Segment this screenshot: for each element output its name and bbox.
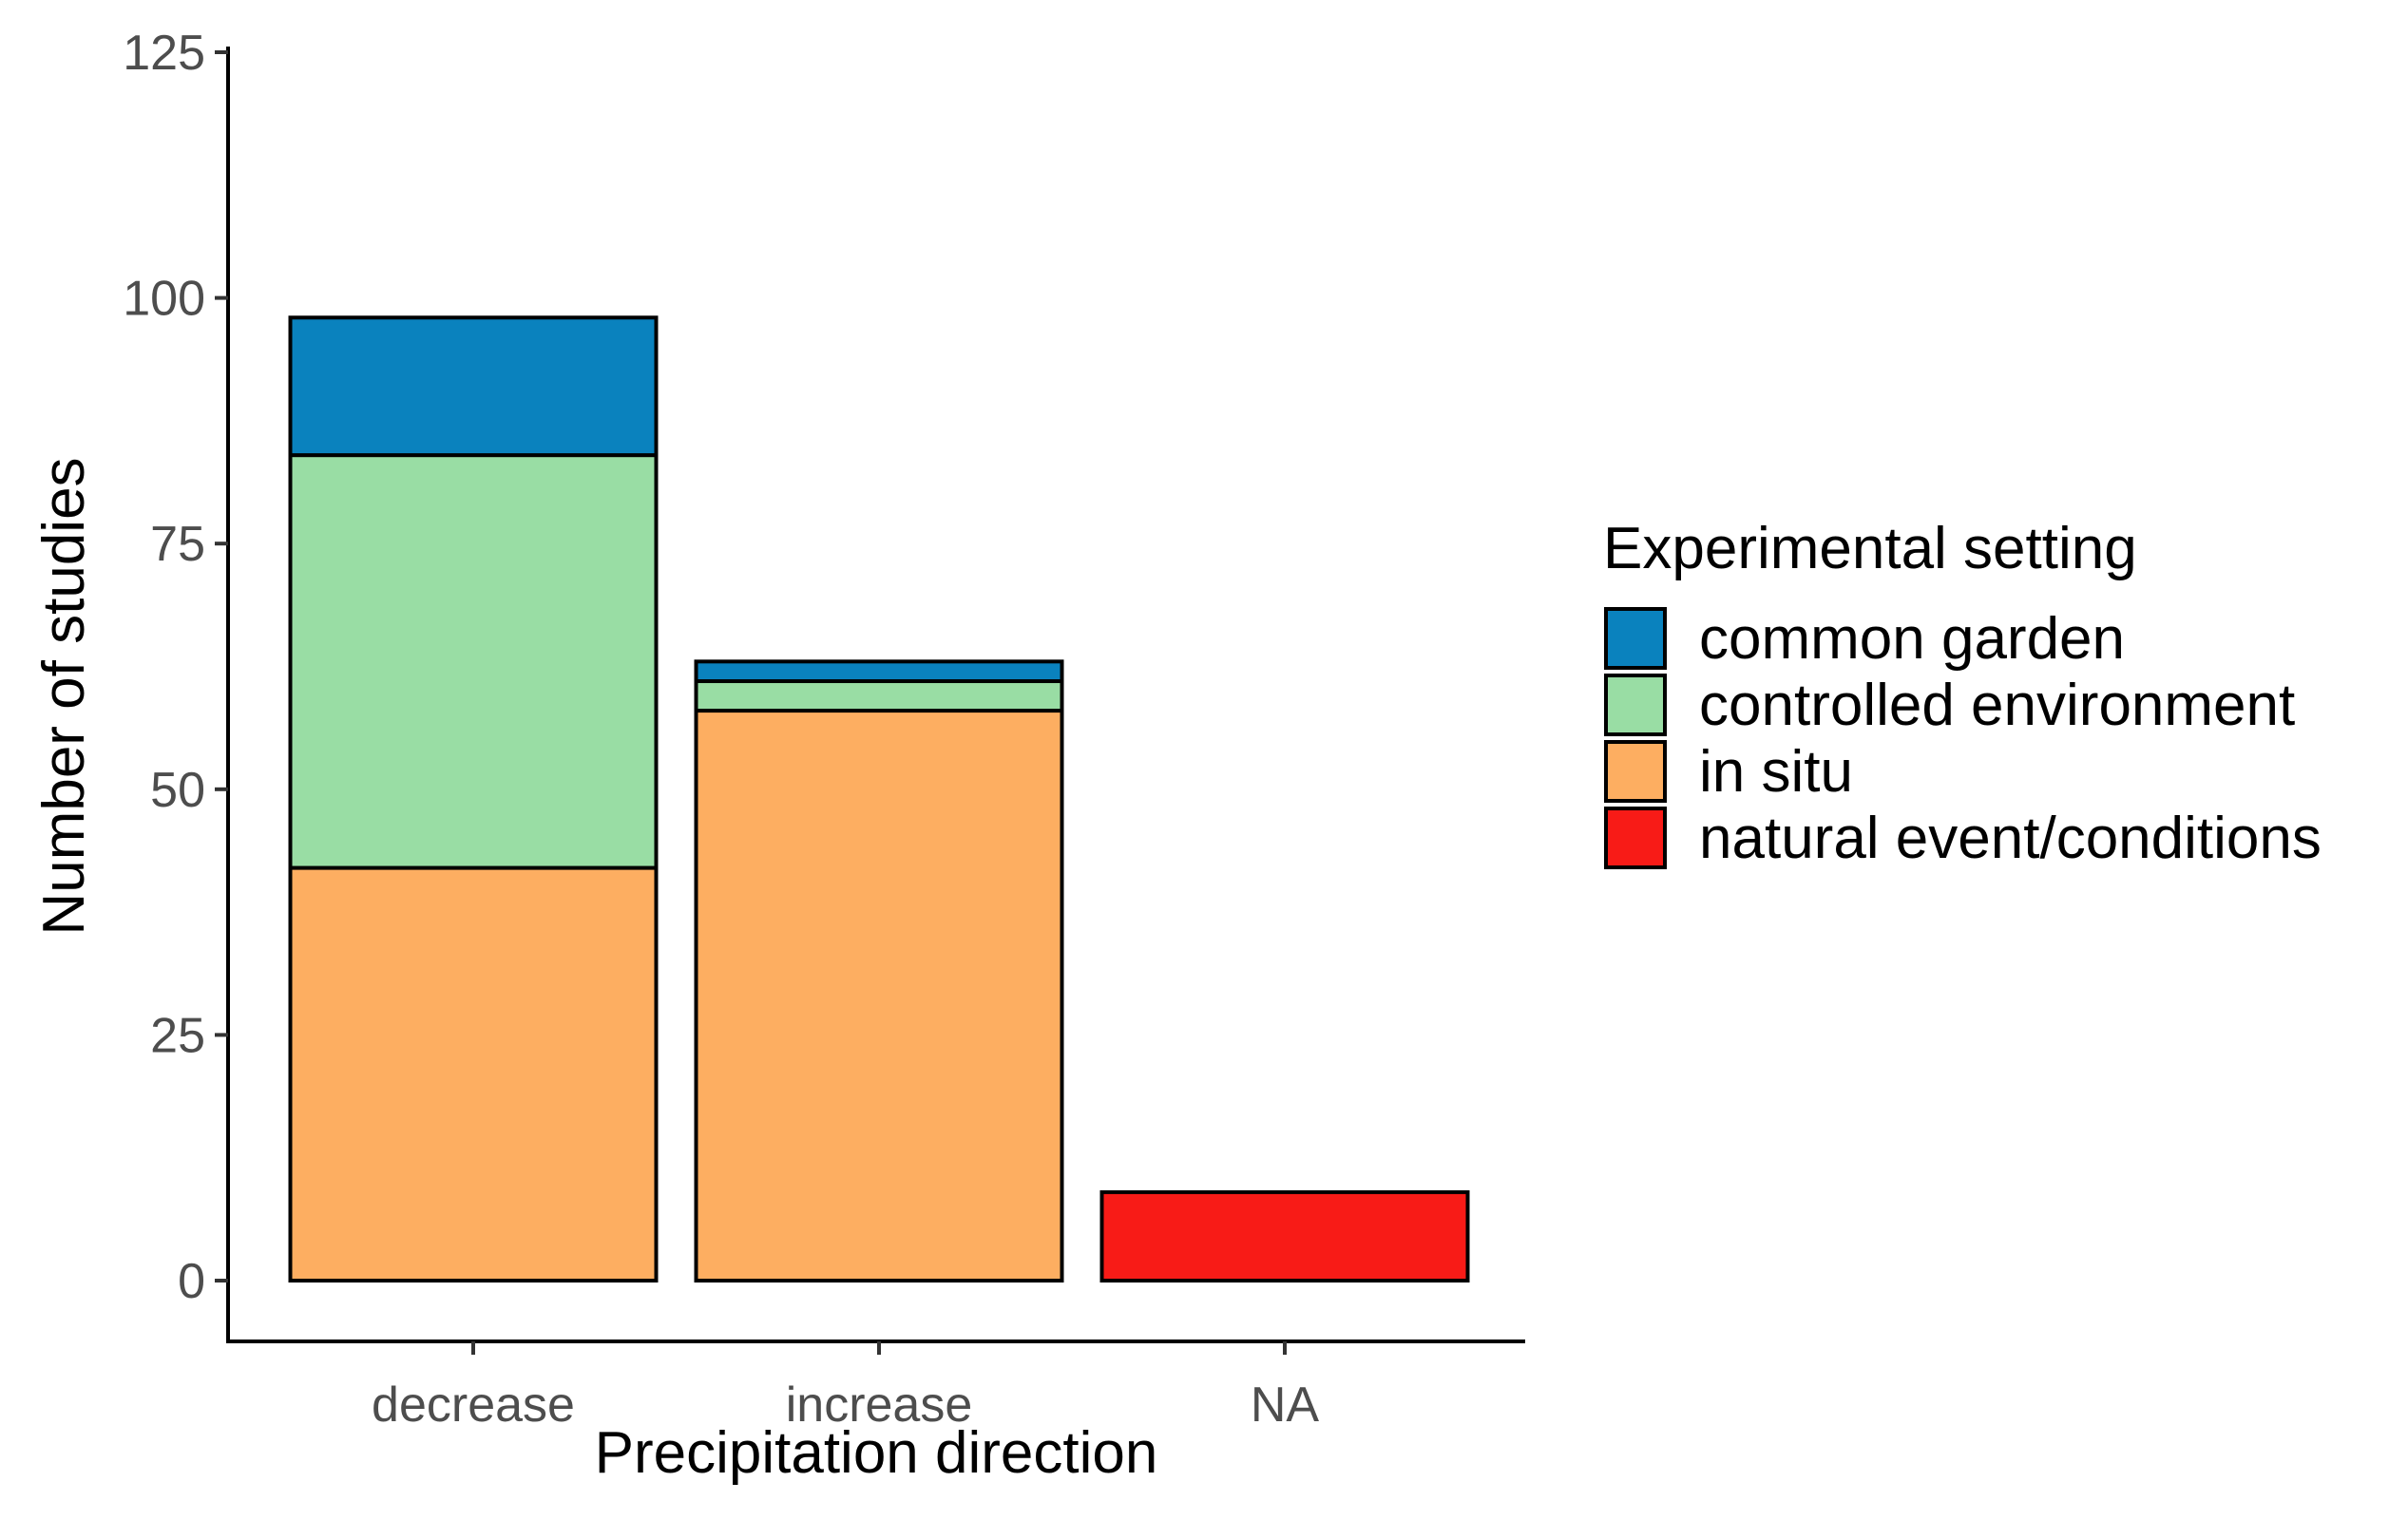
y-tick-label: 100 xyxy=(123,272,205,327)
bars-group xyxy=(288,315,1470,1283)
x-tick-label: decrease xyxy=(372,1378,575,1433)
y-tick-label: 0 xyxy=(178,1254,205,1309)
legend-key-in-situ xyxy=(1604,740,1667,803)
x-ticks-group: decrease increase NA xyxy=(372,1341,1319,1433)
legend-key-common-garden xyxy=(1604,607,1667,670)
legend-label: common garden xyxy=(1699,606,2125,672)
x-tick-label: increase xyxy=(786,1378,973,1433)
legend-label: in situ xyxy=(1699,739,1853,805)
legend-key-controlled-environment xyxy=(1604,674,1667,736)
axes-group xyxy=(226,47,1525,1343)
bar-increase-controlled-environment xyxy=(694,679,1064,713)
y-ticks-group: 0 25 50 75 100 125 xyxy=(123,26,228,1309)
y-tick-label: 25 xyxy=(150,1008,205,1063)
bar-na-natural-event-conditions xyxy=(1099,1189,1470,1283)
x-axis-title: Precipitation direction xyxy=(595,1420,1158,1486)
y-axis-title: Number of studies xyxy=(31,457,97,935)
legend: Experimental setting common gardencontro… xyxy=(1603,516,2322,871)
x-tick-label: NA xyxy=(1251,1378,1320,1433)
legend-title: Experimental setting xyxy=(1603,516,2137,581)
bar-decrease-controlled-environment xyxy=(288,453,659,870)
bar-increase-in-situ xyxy=(694,709,1064,1282)
y-tick-label: 75 xyxy=(150,517,205,572)
legend-label: natural event/conditions xyxy=(1699,806,2322,871)
bar-decrease-in-situ xyxy=(288,865,659,1282)
y-tick-label: 50 xyxy=(150,763,205,818)
y-tick-label: 125 xyxy=(123,26,205,81)
bar-decrease-common-garden xyxy=(288,315,659,458)
legend-label: controlled environment xyxy=(1699,673,2295,738)
legend-key-natural-event-conditions xyxy=(1604,807,1667,869)
bar-increase-common-garden xyxy=(694,659,1064,684)
